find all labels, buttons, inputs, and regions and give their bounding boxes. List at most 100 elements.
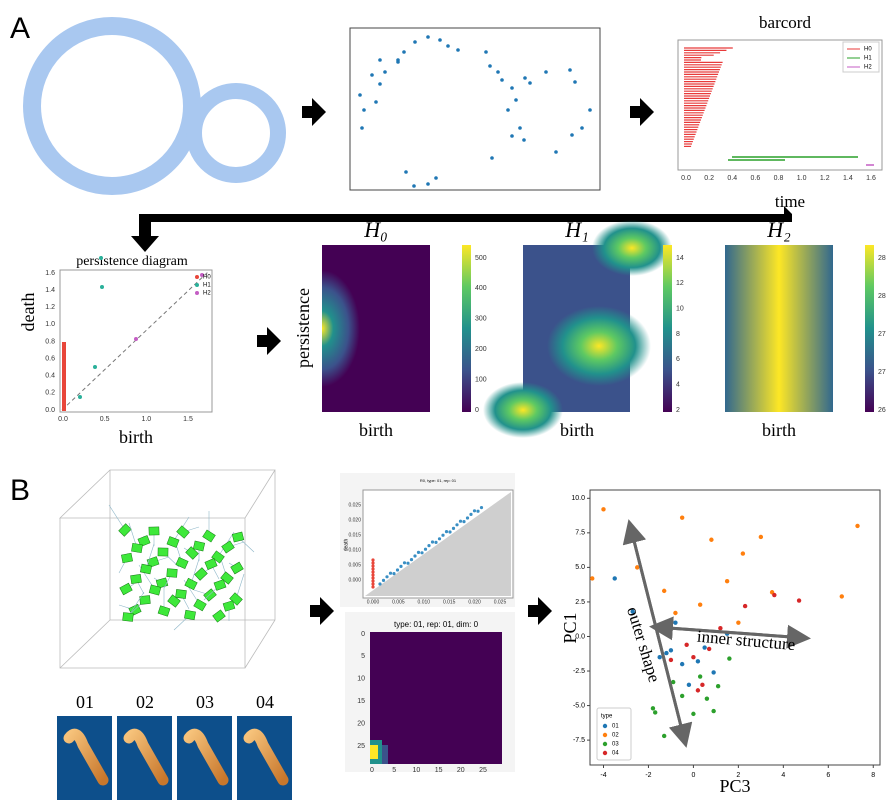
tick-label: 10 [676,306,684,313]
heatmap-xlabel: birth [560,420,594,440]
cloud-point [404,170,408,174]
tick-label: 0 [361,631,365,638]
point [696,688,700,692]
tick-label: 0.8 [774,175,784,182]
patch [203,530,216,542]
inset-point [462,520,465,523]
heatmap-xlabel: birth [762,420,796,440]
panel-label: B [10,474,30,507]
y-label: PC1 [560,612,580,643]
tick-label: 5 [361,653,365,660]
cloud-point [434,176,438,180]
point [662,589,666,593]
patch [130,574,141,583]
legend-marker [195,275,199,279]
ring [194,91,278,175]
patch [131,543,142,552]
tick-label: 5 [392,767,396,774]
sample-label: 02 [136,692,154,712]
patch [119,524,132,537]
heatmap-blob [483,382,563,438]
point [727,656,731,660]
tick-label: 1.0 [141,416,151,423]
x-tick-label: -4 [600,772,606,779]
inset-point [399,565,402,568]
colorbar [865,245,874,412]
point-cloud-frame [350,28,600,190]
cloud-point [523,76,527,80]
cloud-point [426,35,430,39]
legend-label: H2 [203,291,211,297]
legend-marker [603,733,607,737]
tick-label: 0.2 [704,175,714,182]
tick-label: 27 [878,369,886,376]
point [725,579,729,583]
patch [167,536,179,547]
point [680,515,684,519]
cloud-point [528,81,532,85]
point [662,734,666,738]
point [736,620,740,624]
inset-point [438,537,441,540]
tick-label: 1.0 [45,321,55,328]
inset-point [480,506,483,509]
x-label: PC3 [719,776,750,796]
tick-label: 0.0 [45,407,55,414]
inset-point [371,582,374,585]
pd-xlabel: birth [119,427,153,447]
cloud-point [426,182,430,186]
tick-label: 0.005 [392,599,405,605]
inset-point [431,540,434,543]
inset-point [371,561,374,564]
inset-point [371,576,374,579]
patch [176,589,187,598]
cloud-point [413,40,417,44]
tick-label: 1.4 [45,287,55,294]
cloud-point [383,70,387,74]
inset-point [371,564,374,567]
patch [184,610,195,620]
heatmap-xlabel: birth [359,420,393,440]
tick-label: 25 [357,743,365,750]
tick-label: 1.2 [45,304,55,311]
point [797,598,801,602]
scene-3d-patches [109,505,254,630]
legend-label: 02 [612,733,619,739]
x-tick-label: 4 [781,772,785,779]
tick-label: 1.0 [797,175,807,182]
inset-point [448,530,451,533]
point [673,611,677,615]
inset-point [441,534,444,537]
sample-tiles: 01020304 [57,692,292,800]
cloud-point [522,138,526,142]
tick-label: 28 [878,293,886,300]
heatmap-blob [592,220,672,276]
inset-point [455,523,458,526]
cloud-point [484,50,488,54]
patch [177,526,190,539]
inset-point [396,568,399,571]
legend-marker [603,724,607,728]
tick-label: 0.000 [367,599,380,605]
inset-point [413,554,416,557]
point [705,696,709,700]
cloud-point [378,58,382,62]
cloud-point [374,100,378,104]
inset-point [466,516,469,519]
point [684,643,688,647]
tick-label: 1.4 [843,175,853,182]
tick-label: 0.015 [443,599,456,605]
legend-title: type [601,714,613,720]
tick-label: 300 [475,316,487,323]
colorbar [462,245,471,412]
pd-ylabel: death [18,293,38,332]
tick-label: 10 [357,676,365,683]
patch [167,569,178,578]
cloud-point [514,98,518,102]
legend-label: 01 [612,724,619,730]
tick-label: 0.005 [348,562,361,568]
tick-label: 20 [357,720,365,727]
point [743,604,747,608]
inset-point [434,541,437,544]
heatmap [322,245,430,412]
